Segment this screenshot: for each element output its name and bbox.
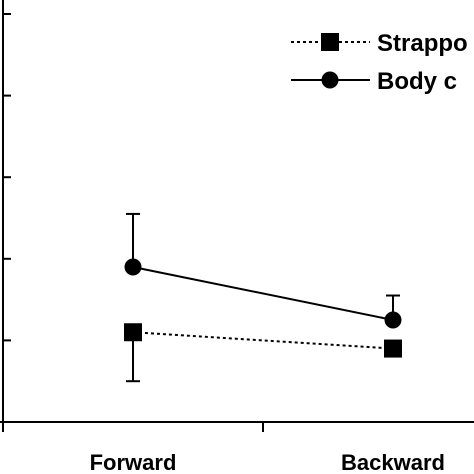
data-point-square bbox=[384, 339, 402, 358]
series-line-1 bbox=[132, 265, 394, 321]
data-point-square bbox=[124, 323, 142, 342]
series-line-0 bbox=[132, 331, 394, 350]
legend-marker-square bbox=[321, 33, 339, 51]
series-squares bbox=[124, 323, 402, 383]
legend-label-1: Body c bbox=[377, 68, 457, 95]
x-tick-label-backward: Backward bbox=[341, 450, 445, 474]
x-tick-label-forward: Forward bbox=[90, 450, 177, 474]
series-layer bbox=[124, 212, 402, 383]
legend-entry-1: Body c bbox=[291, 68, 457, 95]
legend: Strappo Body c bbox=[291, 30, 468, 95]
axes bbox=[0, 0, 474, 432]
data-point-circle bbox=[124, 258, 142, 276]
x-tick-labels: Forward Backward bbox=[90, 450, 445, 474]
legend-entry-0: Strappo bbox=[291, 30, 468, 57]
series-circles bbox=[124, 212, 402, 329]
data-point-circle bbox=[384, 311, 402, 329]
legend-marker-circle bbox=[321, 71, 339, 89]
legend-label-0: Strappo bbox=[377, 30, 468, 57]
